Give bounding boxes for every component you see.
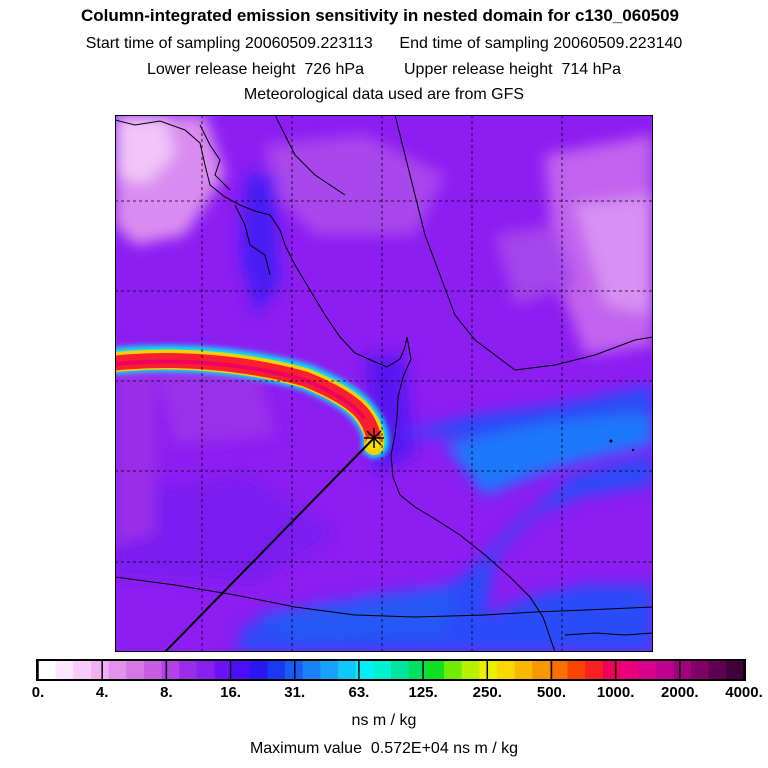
low-sensitivity-band [235, 385, 653, 652]
met-data-note: Meteorological data used are from GFS [243, 86, 525, 103]
colorbar-cell [355, 661, 374, 679]
release-point-marker [364, 428, 384, 448]
max-label: Maximum value [249, 740, 362, 757]
colorbar-cell [302, 661, 321, 679]
colorbar-tick-label: 16. [220, 684, 241, 701]
start-label: Start time of sampling [85, 35, 241, 52]
colorbar-cell [408, 661, 427, 679]
colorbar-cell [549, 661, 569, 679]
colorbar-cell [249, 661, 269, 679]
colorbar-cell [514, 661, 533, 679]
coastlines [115, 115, 653, 652]
upper-value: 714 hPa [561, 61, 622, 78]
colorbar [36, 659, 746, 681]
colorbar-cell [90, 661, 110, 679]
colorbar-cell [443, 661, 463, 679]
colorbar-cell [638, 661, 657, 679]
colorbar-cell [673, 661, 692, 679]
colorbar-tick-label: 4. [95, 684, 109, 701]
colorbar-cell [179, 661, 198, 679]
end-value: 20060509.223140 [553, 35, 683, 52]
plot-title: Column-integrated emission sensitivity i… [80, 6, 680, 25]
lower-label: Lower release height [146, 61, 296, 78]
colorbar-tick-label: 500. [536, 684, 567, 701]
colorbar-cell [232, 661, 251, 679]
colorbar-tick-label: 2000. [661, 684, 699, 701]
colorbar-cell [655, 661, 674, 679]
colorbar-cell [726, 661, 745, 679]
colorbar-cell [267, 661, 286, 679]
colorbar-cell [532, 661, 551, 679]
colorbar-cell [161, 661, 180, 679]
colorbar-cell [320, 661, 339, 679]
colorbar-cell [585, 661, 604, 679]
colorbar-cell [708, 661, 727, 679]
colorbar-cell [214, 661, 233, 679]
colorbar-tick-label: 1000. [596, 684, 635, 701]
colorbar-cell [373, 661, 392, 679]
colorbar-cell [338, 661, 357, 679]
colorbar-units: ns m / kg [351, 712, 417, 729]
maximum-value: Maximum value 0.572E+04 ns m / kg [0, 740, 768, 758]
release-heights: Lower release height 726 hPa Upper relea… [0, 61, 768, 79]
colorbar-cell [691, 661, 710, 679]
colorbar-cell [479, 661, 498, 679]
colorbar-tick-label: 250. [472, 684, 502, 701]
map-frame [115, 115, 653, 652]
upper-label: Upper release height [404, 61, 553, 78]
colorbar-cell [602, 661, 622, 679]
colorbar-tick-label: 8. [160, 684, 173, 701]
emission-plume [115, 345, 389, 458]
max-value: 0.572E+04 ns m / kg [370, 740, 519, 757]
sampling-times: Start time of sampling 20060509.223113 E… [0, 35, 768, 53]
colorbar-cell [38, 661, 57, 679]
colorbar-cell [108, 661, 127, 679]
colorbar-tick-label: 4000. [725, 684, 763, 701]
sensitivity-map [115, 115, 653, 652]
colorbar-tick-label: 31. [284, 684, 306, 701]
colorbar-tick-label: 63. [348, 684, 370, 701]
colorbar-cell [567, 661, 586, 679]
colorbar-tick-label: 125. [408, 684, 438, 701]
colorbar-cell [391, 661, 410, 679]
colorbar-cell [73, 661, 92, 679]
background-field [115, 115, 653, 585]
colorbar-cell [126, 661, 145, 679]
colorbar-tick-label: 0. [31, 684, 45, 701]
flight-track [164, 437, 375, 652]
colorbar-cells [38, 661, 745, 679]
colorbar-cell [461, 661, 480, 679]
colorbar-cell [143, 661, 163, 679]
colorbar-cell [426, 661, 445, 679]
island-markers [609, 439, 635, 452]
colorbar-cell [55, 661, 74, 679]
lower-value: 726 hPa [304, 61, 364, 78]
colorbar-cell [196, 661, 216, 679]
colorbar-frame [36, 659, 746, 681]
start-value: 20060509.223113 [244, 35, 373, 52]
colorbar-cell [496, 661, 516, 679]
colorbar-cell [620, 661, 639, 679]
end-label: End time of sampling [399, 35, 549, 52]
